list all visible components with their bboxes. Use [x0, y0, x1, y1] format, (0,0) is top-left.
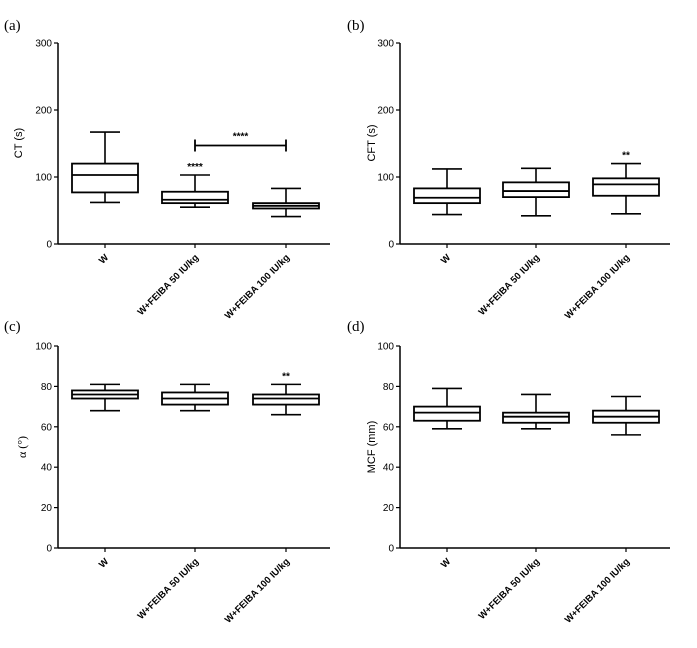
panel-a: (a) 0 100 200 300 CT (s) W **** W+FEIBA 50 IU/kg… [4, 18, 330, 322]
box-1 [502, 167, 570, 217]
y-tick-label: 20 [41, 503, 53, 514]
x-category-label: W+FEIBA 100 IU/kg [563, 252, 632, 321]
y-axis-title: CFT (s) [366, 124, 378, 161]
y-tick-label: 60 [41, 422, 53, 433]
box-2 [592, 395, 660, 436]
significance-marker: ** [622, 151, 630, 162]
y-tick-label: 0 [388, 544, 394, 555]
box-2: ** [592, 151, 660, 215]
y-axis-title: MCF (mm) [366, 421, 378, 474]
x-category-label: W+FEIBA 50 IU/kg [477, 252, 543, 318]
y-tick-label: 40 [41, 463, 53, 474]
box-0 [71, 383, 139, 412]
box-1 [502, 393, 570, 430]
panel-d: (d) 0 20 40 60 80 100 MCF (mm) W W+FEIBA 50 IU/kg… [347, 319, 670, 626]
iqr-box [592, 177, 660, 197]
y-tick-label: 0 [46, 544, 52, 555]
y-tick-label: 20 [383, 503, 395, 514]
significance-marker: ** [282, 371, 290, 382]
y-tick-label: 80 [383, 382, 395, 393]
box-2: ** [252, 371, 320, 416]
box-0 [413, 168, 481, 216]
y-tick-label: 200 [35, 106, 52, 117]
y-tick-label: 100 [377, 342, 394, 353]
iqr-box [502, 411, 570, 424]
y-tick-label: 300 [377, 39, 394, 50]
y-axis-title: α (°) [15, 436, 29, 458]
y-tick-label: 100 [377, 173, 394, 184]
panel-letter: (a) [4, 18, 21, 34]
box-2 [252, 187, 320, 218]
box-0 [413, 387, 481, 430]
x-category-label: W+FEIBA 100 IU/kg [563, 556, 632, 625]
panel-c: (c) 0 20 40 60 80 100 α (°) W W+FEIBA 50 IU/kg ** W… [4, 319, 330, 626]
panel-b: (b) 0 100 200 300 CFT (s) W W+FEIBA 50 IU/kg ** W… [347, 18, 670, 322]
y-tick-label: 80 [41, 382, 53, 393]
x-category-label: W [439, 252, 453, 266]
x-category-label: W+FEIBA 50 IU/kg [136, 252, 202, 318]
iqr-box [71, 162, 139, 194]
panel-letter: (b) [347, 18, 365, 34]
x-category-label: W+FEIBA 50 IU/kg [477, 556, 543, 622]
panel-letter: (d) [347, 319, 365, 335]
significance-marker: **** [187, 162, 203, 173]
y-tick-label: 0 [46, 240, 52, 251]
y-tick-label: 300 [35, 39, 52, 50]
x-category-label: W [97, 556, 111, 570]
box-1 [161, 383, 229, 412]
box-1: **** [161, 162, 229, 208]
x-category-label: W+FEIBA 100 IU/kg [223, 252, 292, 321]
y-axis-title: CT (s) [13, 128, 25, 158]
bracket-label: **** [233, 132, 249, 143]
box-0 [71, 131, 139, 204]
panel-letter: (c) [4, 319, 21, 335]
y-tick-label: 60 [383, 422, 395, 433]
iqr-box [413, 405, 481, 422]
iqr-box [413, 187, 481, 205]
iqr-box [502, 181, 570, 199]
y-tick-label: 0 [388, 240, 394, 251]
x-category-label: W+FEIBA 50 IU/kg [136, 556, 202, 622]
y-tick-label: 100 [35, 173, 52, 184]
x-category-label: W+FEIBA 100 IU/kg [223, 556, 292, 625]
y-tick-label: 100 [35, 342, 52, 353]
x-category-label: W [97, 252, 111, 266]
x-category-label: W [439, 556, 453, 570]
y-tick-label: 40 [383, 463, 395, 474]
y-tick-label: 200 [377, 106, 394, 117]
iqr-box [161, 190, 229, 205]
iqr-box [252, 393, 320, 406]
